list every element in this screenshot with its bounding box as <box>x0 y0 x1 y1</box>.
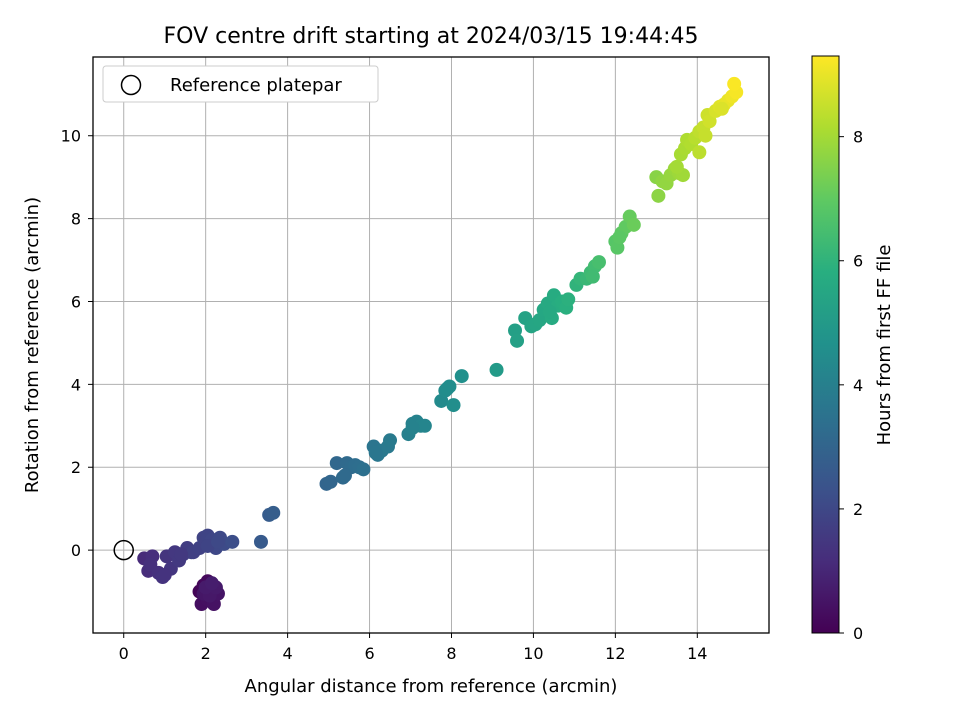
y-tick-label: 0 <box>71 541 81 560</box>
y-axis-label: Rotation from reference (arcmin) <box>22 197 43 493</box>
scatter-point <box>204 576 219 591</box>
scatter-point <box>612 230 627 245</box>
scatter-point <box>626 217 641 232</box>
scatter-point <box>610 240 625 255</box>
colorbar-tick-label: 8 <box>853 128 863 147</box>
y-tick-label: 2 <box>71 458 81 477</box>
legend-marker-icon <box>120 74 142 96</box>
colorbar-ticks: 0 2 4 6 8 <box>839 128 863 643</box>
scatter-point <box>174 547 189 562</box>
scatter-point <box>702 114 717 129</box>
scatter-point <box>561 292 576 307</box>
data-points <box>137 76 744 611</box>
plot-frame <box>92 56 770 634</box>
scatter-point <box>698 128 713 143</box>
scatter-point <box>329 456 344 471</box>
x-axis-ticks: 0 2 4 6 8 10 12 14 <box>119 633 707 663</box>
y-axis-ticks: 0 2 4 6 8 10 <box>61 127 93 560</box>
scatter-point <box>542 304 557 319</box>
scatter-point <box>210 534 225 549</box>
scatter-point <box>669 159 684 174</box>
x-tick-label: 14 <box>687 644 707 663</box>
scatter-point <box>692 145 707 160</box>
x-tick-label: 0 <box>119 644 129 663</box>
scatter-point <box>489 362 504 377</box>
x-tick-label: 6 <box>364 644 374 663</box>
colorbar-tick-label: 0 <box>853 624 863 643</box>
colorbar: 0 2 4 6 8 Hours from first FF file <box>811 55 895 643</box>
scatter-point <box>323 474 338 489</box>
x-tick-label: 10 <box>523 644 543 663</box>
scatter-point <box>266 505 281 520</box>
scatter-point <box>507 323 522 338</box>
scatter-point <box>225 534 240 549</box>
scatter-point <box>337 468 352 483</box>
y-tick-label: 4 <box>71 375 81 394</box>
scatter-point <box>446 398 461 413</box>
x-tick-label: 8 <box>446 644 456 663</box>
x-tick-label: 2 <box>201 644 211 663</box>
x-tick-label: 4 <box>283 644 293 663</box>
scatter-point <box>510 333 525 348</box>
legend-box <box>102 65 379 103</box>
colorbar-label: Hours from first FF file <box>874 245 895 446</box>
scatter-point <box>383 433 398 448</box>
scatter-point <box>585 269 600 284</box>
scatter-point <box>440 381 455 396</box>
scatter-point <box>727 76 742 91</box>
colorbar-tick-label: 4 <box>853 376 863 395</box>
scatter-point <box>651 188 666 203</box>
legend: Reference platepar <box>102 65 379 103</box>
y-tick-label: 10 <box>61 127 81 146</box>
y-tick-label: 6 <box>71 292 81 311</box>
colorbar-gradient <box>811 55 840 634</box>
scatter-point <box>356 462 371 477</box>
y-tick-label: 8 <box>71 210 81 229</box>
scatter-point <box>454 369 469 384</box>
x-tick-label: 12 <box>605 644 625 663</box>
legend-entry: Reference platepar <box>170 75 342 96</box>
colorbar-tick-label: 2 <box>853 500 863 519</box>
reference-platepar-marker <box>113 539 134 561</box>
grid-lines <box>93 57 769 633</box>
x-axis-label: Angular distance from reference (arcmin) <box>245 676 618 697</box>
scatter-point <box>591 255 606 270</box>
scatter-point <box>368 445 383 460</box>
scatter-point <box>157 567 172 582</box>
chart-title: FOV centre drift starting at 2024/03/15 … <box>164 24 699 49</box>
scatter-point <box>253 534 268 549</box>
scatter-point <box>405 420 420 435</box>
scatter-point <box>714 101 729 116</box>
scatter-point <box>417 418 432 433</box>
colorbar-tick-label: 6 <box>853 252 863 271</box>
